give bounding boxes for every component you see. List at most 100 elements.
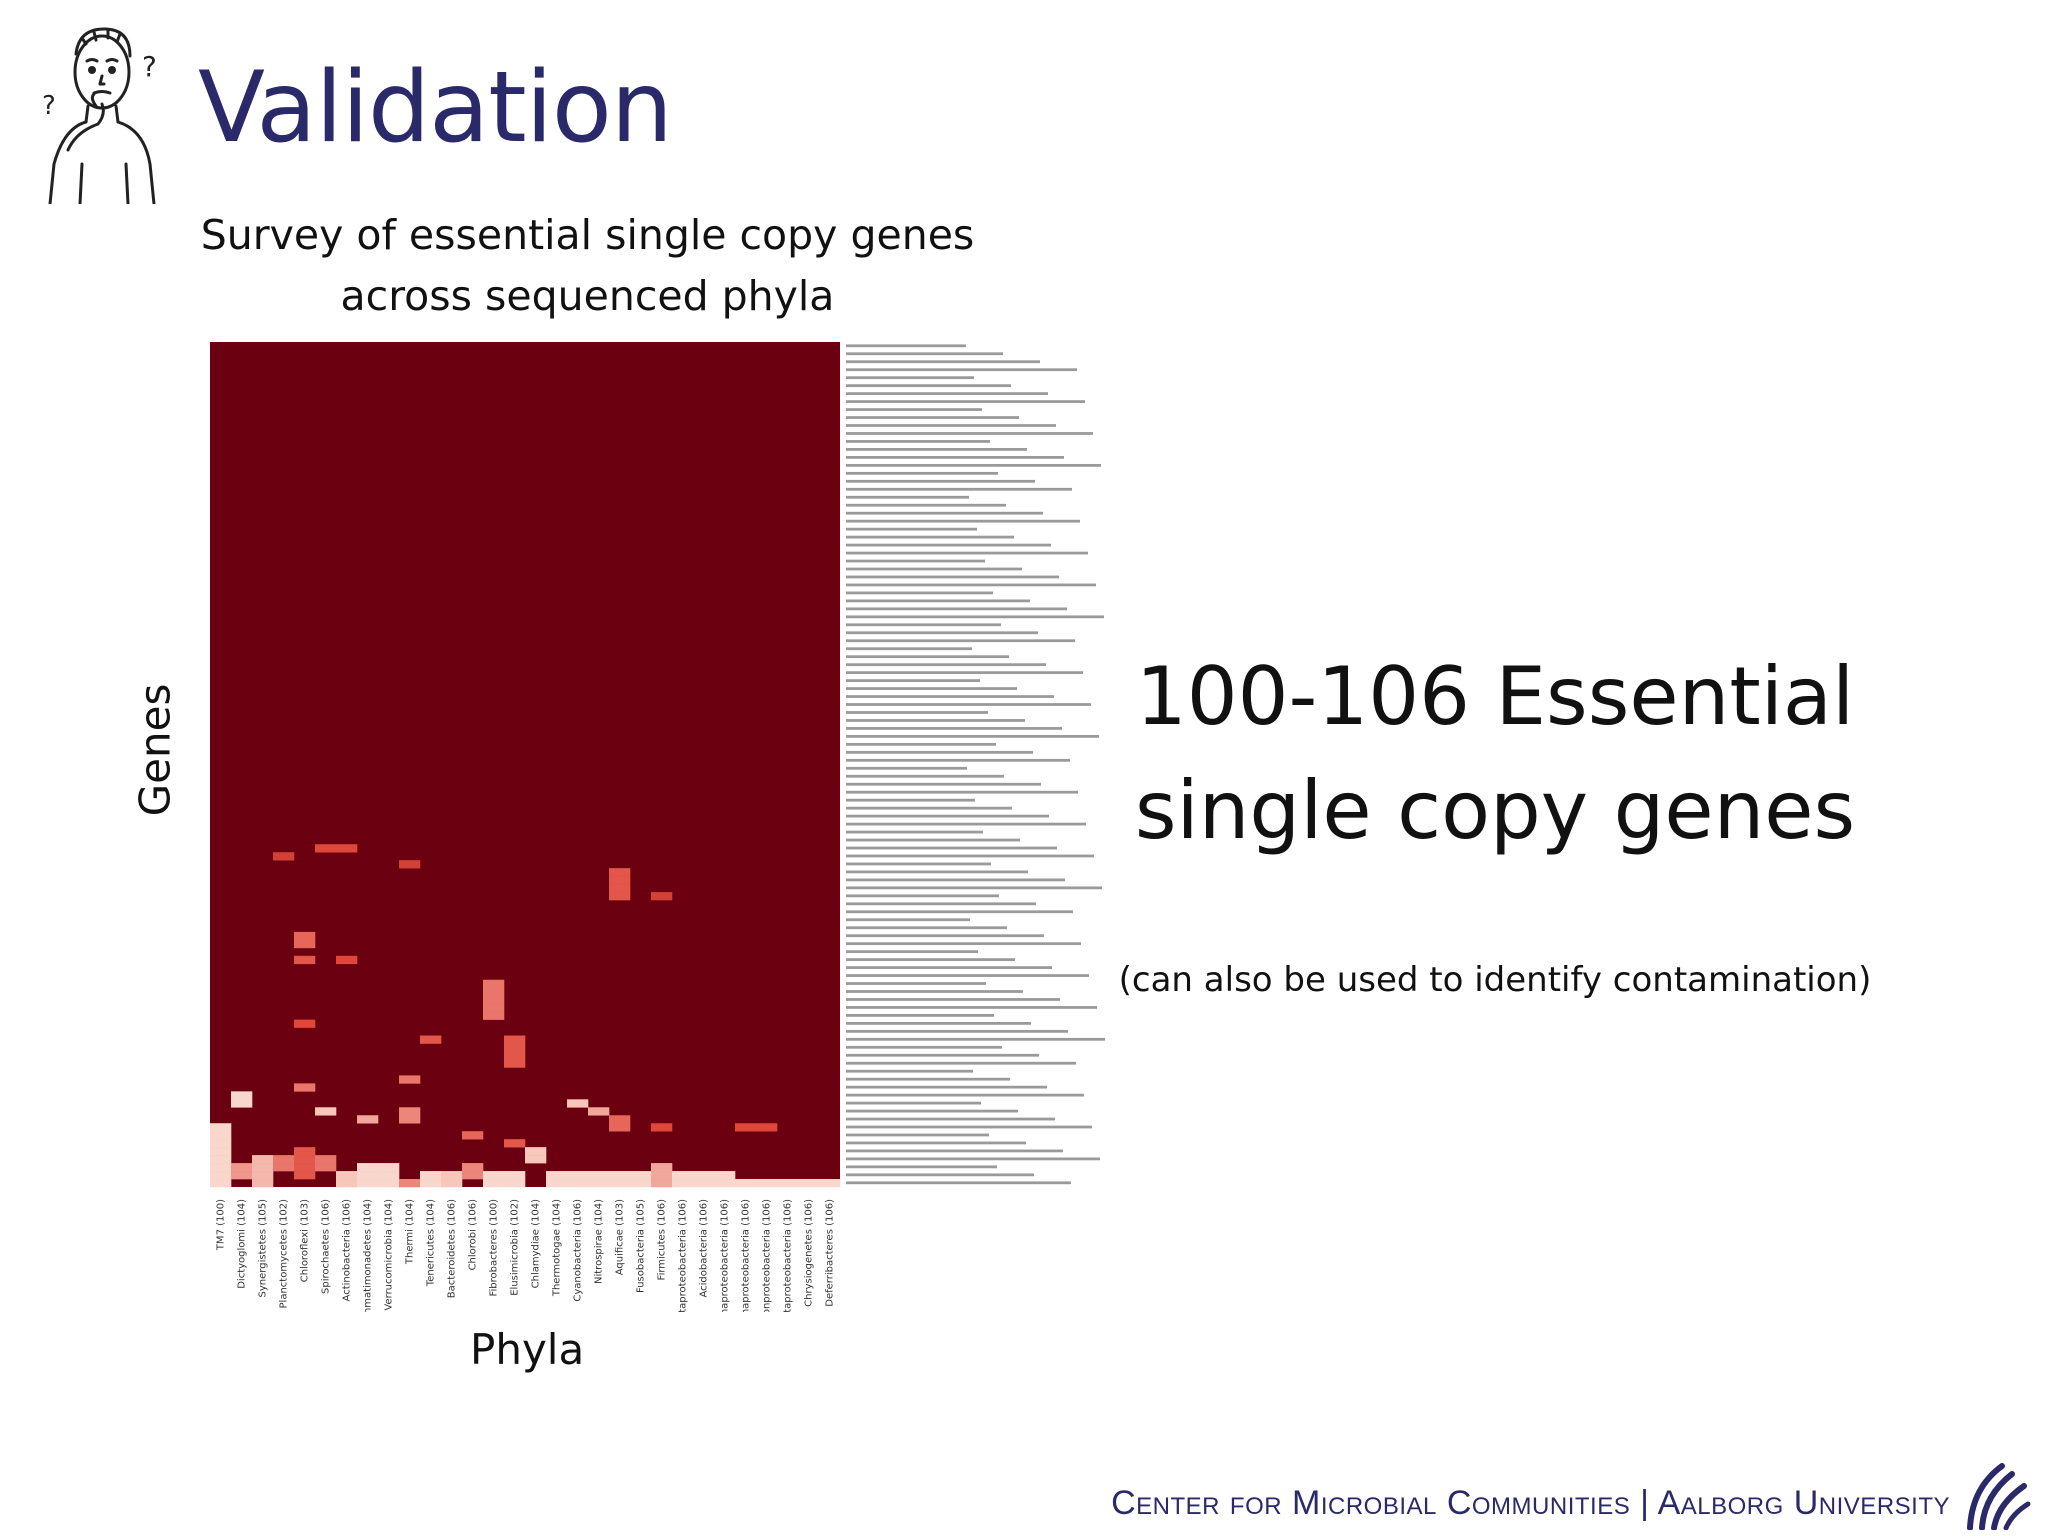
heatmap-cell (504, 1043, 526, 1052)
gene-label-line (846, 384, 1011, 388)
phylum-tick-label: Chlamydiae (104) (531, 1199, 542, 1288)
heatmap-cell (609, 884, 631, 893)
heatmap-cell (420, 1171, 442, 1180)
heatmap-cell (588, 1171, 610, 1180)
gene-label-line (846, 567, 1022, 571)
heatmap-cell (672, 1171, 694, 1180)
gene-label-line (846, 998, 1060, 1001)
heatmap-cell (210, 1171, 232, 1180)
gene-label-line (846, 695, 1054, 698)
gene-label-line (846, 934, 1044, 938)
gene-label-line (846, 1181, 1071, 1185)
gene-label-line (846, 679, 980, 682)
phylum-tick-label: Planctomycetes (102) (279, 1199, 290, 1309)
heatmap-cell (483, 1003, 505, 1012)
heatmap-cell (483, 1171, 505, 1180)
gene-label-line (846, 511, 1043, 515)
heatmap-cell (525, 1147, 547, 1156)
gene-label-line (846, 535, 1014, 539)
heatmap-cell (399, 1075, 421, 1084)
gene-label-line (846, 368, 1077, 372)
heatmap-cell (294, 1171, 316, 1180)
gene-label-line (846, 639, 1075, 643)
heatmap-cell (798, 1179, 820, 1188)
phylum-tick-label: Fusobacteria (105) (636, 1199, 647, 1293)
gene-label-line (846, 774, 1004, 778)
gene-label-line (846, 1173, 1034, 1177)
heatmap-cell (273, 1155, 295, 1164)
heatmap-cell (483, 995, 505, 1004)
heatmap-cell (441, 1179, 463, 1188)
heatmap-cell (462, 1131, 484, 1140)
gene-label-line (846, 1014, 994, 1017)
heatmap-cell (609, 1115, 631, 1124)
gene-label-line (846, 886, 1102, 890)
gene-label-line (846, 495, 969, 499)
gene-label-line (846, 1093, 1084, 1097)
gene-label-line (846, 1157, 1100, 1161)
heatmap-cell (672, 1179, 694, 1188)
heatmap-cell (651, 1171, 673, 1180)
gene-label-line (846, 750, 1033, 754)
phylum-tick-label: Dictyoglomi (104) (237, 1199, 248, 1289)
phylum-tick-label: Tenericutes (104) (426, 1199, 437, 1287)
gene-label-line (846, 448, 1027, 451)
gene-label-line (846, 1085, 1047, 1089)
phylum-tick-label: Synergistetes (105) (258, 1199, 269, 1298)
gene-label-line (846, 990, 1023, 993)
heatmap-cell (210, 1139, 232, 1148)
footer-university-name: Aalborg University (1657, 1484, 1950, 1522)
gene-label-line (846, 838, 1020, 842)
gene-label-line (846, 440, 990, 443)
heatmap-cell (357, 1171, 379, 1180)
svg-text:?: ? (142, 50, 157, 83)
gene-label-line (846, 735, 1099, 738)
phylum-tick-label: Alphaproteobacteria (106) (741, 1199, 752, 1312)
gene-labels (846, 344, 1105, 1185)
gene-label-line (846, 1125, 1092, 1129)
phylum-tick-label: Acidobacteria (106) (699, 1199, 710, 1298)
gene-label-line (846, 1141, 1026, 1145)
phylum-tick-label: Nitrospirae (104) (594, 1199, 605, 1284)
heatmap-cell (252, 1163, 274, 1172)
gene-label-line (846, 408, 982, 411)
gene-label-line (846, 575, 1059, 579)
y-axis-label-text: Genes (130, 683, 180, 817)
heatmap-cell (294, 1163, 316, 1172)
phylum-tick-label: Chloroflexi (103) (300, 1199, 311, 1282)
gene-label-line (846, 599, 1030, 603)
gene-label-line (846, 1117, 1055, 1121)
heatmap-cell (504, 1051, 526, 1060)
gene-label-line (846, 727, 1062, 730)
gene-label-line (846, 822, 1086, 826)
callout-line-2: single copy genes (1134, 764, 1856, 857)
heatmap-cell (567, 1171, 589, 1180)
heatmap-cell (210, 1179, 232, 1188)
gene-label-line (846, 1045, 1002, 1049)
gene-label-line (846, 758, 1070, 762)
gene-label-line (846, 806, 1012, 810)
gene-label-line (846, 392, 1048, 396)
heatmap-cell (588, 1107, 610, 1116)
heatmap-cell (315, 1107, 337, 1116)
gene-label-line (846, 671, 1083, 675)
gene-label-line (846, 942, 1081, 946)
gene-label-line (846, 655, 1009, 659)
phylum-tick-label: Firmicutes (106) (657, 1199, 668, 1281)
gene-label-line (846, 894, 999, 898)
gene-label-line (846, 974, 1089, 977)
heatmap-cell (693, 1171, 715, 1180)
heatmap-cell (378, 1179, 400, 1188)
phylum-tick-label: TM7 (100) (216, 1199, 227, 1251)
heatmap-cell (315, 1155, 337, 1164)
gene-label-line (846, 814, 1049, 818)
heatmap-cell (651, 1179, 673, 1188)
gene-label-line (846, 862, 991, 866)
x-axis-label: Phyla (470, 1325, 585, 1374)
gene-label-line (846, 878, 1065, 882)
heatmap-cell (441, 1171, 463, 1180)
gene-label-line (846, 487, 1072, 491)
heatmap-cell (504, 1179, 526, 1188)
heatmap-cell (714, 1179, 736, 1188)
heatmap-cell (399, 1115, 421, 1124)
